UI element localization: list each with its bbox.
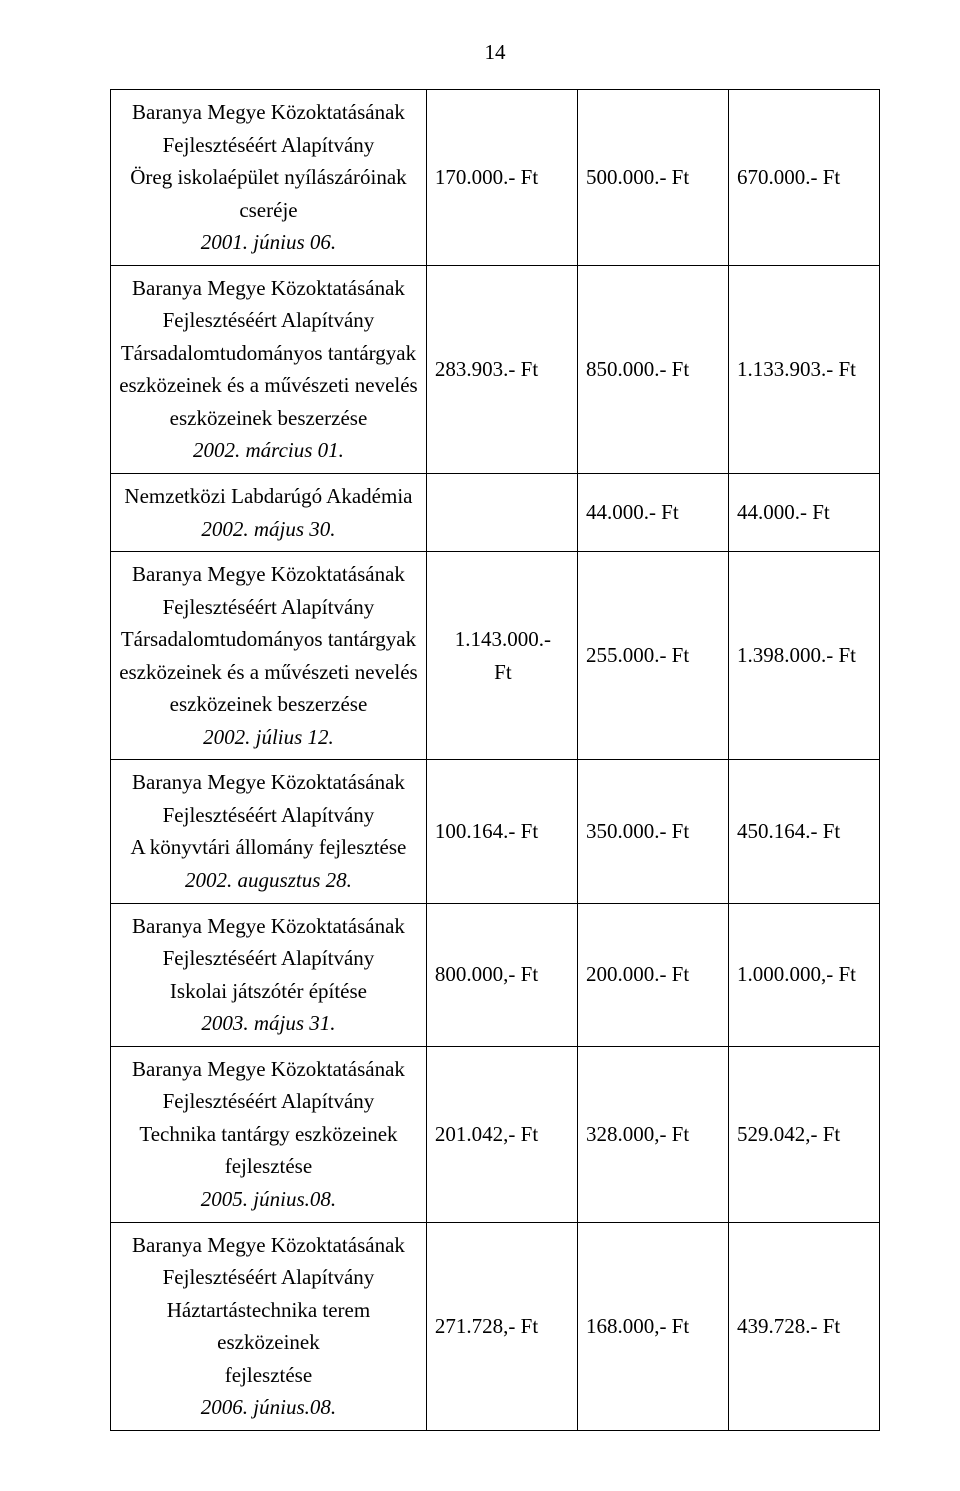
desc-line: 2002. július 12. bbox=[117, 721, 420, 754]
desc-line: 2002. március 01. bbox=[117, 434, 420, 467]
desc-line: Öreg iskolaépület nyílászáróinak bbox=[117, 161, 420, 194]
desc-line: 2005. június.08. bbox=[117, 1183, 420, 1216]
desc-line: Baranya Megye Közoktatásának bbox=[117, 272, 420, 305]
amount-cell-2: 255.000.- Ft bbox=[577, 552, 728, 760]
amount-cell-1: 170.000.- Ft bbox=[426, 90, 577, 266]
amount-cell-3: 450.164.- Ft bbox=[728, 760, 879, 903]
desc-line: Baranya Megye Közoktatásának bbox=[117, 96, 420, 129]
desc-line: 2002. május 30. bbox=[117, 513, 420, 546]
desc-line: eszközeinek beszerzése bbox=[117, 402, 420, 435]
desc-cell: Baranya Megye KözoktatásánakFejlesztéséé… bbox=[111, 1222, 427, 1430]
desc-line: Háztartástechnika terem eszközeinek bbox=[117, 1294, 420, 1359]
data-table: Baranya Megye KözoktatásánakFejlesztéséé… bbox=[110, 89, 880, 1431]
amount-cell-1: 201.042,- Ft bbox=[426, 1046, 577, 1222]
amount-cell-2: 350.000.- Ft bbox=[577, 760, 728, 903]
desc-line: Társadalomtudományos tantárgyak bbox=[117, 623, 420, 656]
desc-line: 2001. június 06. bbox=[117, 226, 420, 259]
amount-cell-3: 439.728.- Ft bbox=[728, 1222, 879, 1430]
desc-line: Baranya Megye Közoktatásának bbox=[117, 1229, 420, 1262]
desc-line: 2003. május 31. bbox=[117, 1007, 420, 1040]
desc-line: fejlesztése 2006. június.08. bbox=[117, 1359, 420, 1424]
amount-cell-1 bbox=[426, 474, 577, 552]
desc-line: Baranya Megye Közoktatásának bbox=[117, 1053, 420, 1086]
page-number: 14 bbox=[110, 40, 880, 65]
desc-line: Baranya Megye Közoktatásának bbox=[117, 910, 420, 943]
amount-cell-1: 800.000,- Ft bbox=[426, 903, 577, 1046]
desc-cell: Baranya Megye KözoktatásánakFejlesztéséé… bbox=[111, 552, 427, 760]
amount-cell-2: 200.000.- Ft bbox=[577, 903, 728, 1046]
table-row: Baranya Megye KözoktatásánakFejlesztéséé… bbox=[111, 903, 880, 1046]
desc-line: Fejlesztéséért Alapítvány bbox=[117, 591, 420, 624]
desc-line: fejlesztése bbox=[117, 1150, 420, 1183]
amount-cell-3: 1.398.000.- Ft bbox=[728, 552, 879, 760]
desc-line: Fejlesztéséért Alapítvány bbox=[117, 129, 420, 162]
amount-cell-3: 1.000.000,- Ft bbox=[728, 903, 879, 1046]
desc-line: A könyvtári állomány fejlesztése bbox=[117, 831, 420, 864]
amount-cell-3: 529.042,- Ft bbox=[728, 1046, 879, 1222]
amount-cell-1: 283.903.- Ft bbox=[426, 265, 577, 473]
desc-line: Fejlesztéséért Alapítvány bbox=[117, 1261, 420, 1294]
desc-line: eszközeinek beszerzése bbox=[117, 688, 420, 721]
amount-cell-2: 44.000.- Ft bbox=[577, 474, 728, 552]
amount-cell-2: 168.000,- Ft bbox=[577, 1222, 728, 1430]
desc-line: Fejlesztéséért Alapítvány bbox=[117, 942, 420, 975]
amount-cell-2: 850.000.- Ft bbox=[577, 265, 728, 473]
desc-line: Fejlesztéséért Alapítvány bbox=[117, 799, 420, 832]
desc-cell: Baranya Megye KözoktatásánakFejlesztéséé… bbox=[111, 760, 427, 903]
table-row: Baranya Megye KözoktatásánakFejlesztéséé… bbox=[111, 90, 880, 266]
table-row: Baranya Megye KözoktatásánakFejlesztéséé… bbox=[111, 1222, 880, 1430]
desc-cell: Baranya Megye KözoktatásánakFejlesztéséé… bbox=[111, 1046, 427, 1222]
table-body: Baranya Megye KözoktatásánakFejlesztéséé… bbox=[111, 90, 880, 1431]
desc-line: Társadalomtudományos tantárgyak bbox=[117, 337, 420, 370]
desc-cell: Nemzetközi Labdarúgó Akadémia2002. május… bbox=[111, 474, 427, 552]
desc-line: Baranya Megye Közoktatásának bbox=[117, 766, 420, 799]
desc-line: Technika tantárgy eszközeinek bbox=[117, 1118, 420, 1151]
desc-line: Baranya Megye Közoktatásának bbox=[117, 558, 420, 591]
amount-cell-2: 500.000.- Ft bbox=[577, 90, 728, 266]
desc-line: Iskolai játszótér építése bbox=[117, 975, 420, 1008]
table-row: Baranya Megye KözoktatásánakFejlesztéséé… bbox=[111, 552, 880, 760]
desc-line: eszközeinek és a művészeti nevelés bbox=[117, 656, 420, 689]
amount-cell-1: 100.164.- Ft bbox=[426, 760, 577, 903]
desc-cell: Baranya Megye KözoktatásánakFejlesztéséé… bbox=[111, 903, 427, 1046]
desc-line: Fejlesztéséért Alapítvány bbox=[117, 1085, 420, 1118]
amount-cell-2: 328.000,- Ft bbox=[577, 1046, 728, 1222]
desc-line: 2002. augusztus 28. bbox=[117, 864, 420, 897]
page: 14 Baranya Megye KözoktatásánakFejleszté… bbox=[0, 0, 960, 1491]
amount-cell-1: 1.143.000.-Ft bbox=[426, 552, 577, 760]
amount-cell-3: 44.000.- Ft bbox=[728, 474, 879, 552]
desc-cell: Baranya Megye KözoktatásánakFejlesztéséé… bbox=[111, 265, 427, 473]
table-row: Nemzetközi Labdarúgó Akadémia2002. május… bbox=[111, 474, 880, 552]
desc-line: Fejlesztéséért Alapítvány bbox=[117, 304, 420, 337]
desc-cell: Baranya Megye KözoktatásánakFejlesztéséé… bbox=[111, 90, 427, 266]
table-row: Baranya Megye KözoktatásánakFejlesztéséé… bbox=[111, 265, 880, 473]
desc-line: cseréje bbox=[117, 194, 420, 227]
amount-cell-1: 271.728,- Ft bbox=[426, 1222, 577, 1430]
table-row: Baranya Megye KözoktatásánakFejlesztéséé… bbox=[111, 1046, 880, 1222]
desc-line: Nemzetközi Labdarúgó Akadémia bbox=[117, 480, 420, 513]
amount-cell-3: 670.000.- Ft bbox=[728, 90, 879, 266]
amount-cell-3: 1.133.903.- Ft bbox=[728, 265, 879, 473]
desc-line: eszközeinek és a művészeti nevelés bbox=[117, 369, 420, 402]
table-row: Baranya Megye KözoktatásánakFejlesztéséé… bbox=[111, 760, 880, 903]
